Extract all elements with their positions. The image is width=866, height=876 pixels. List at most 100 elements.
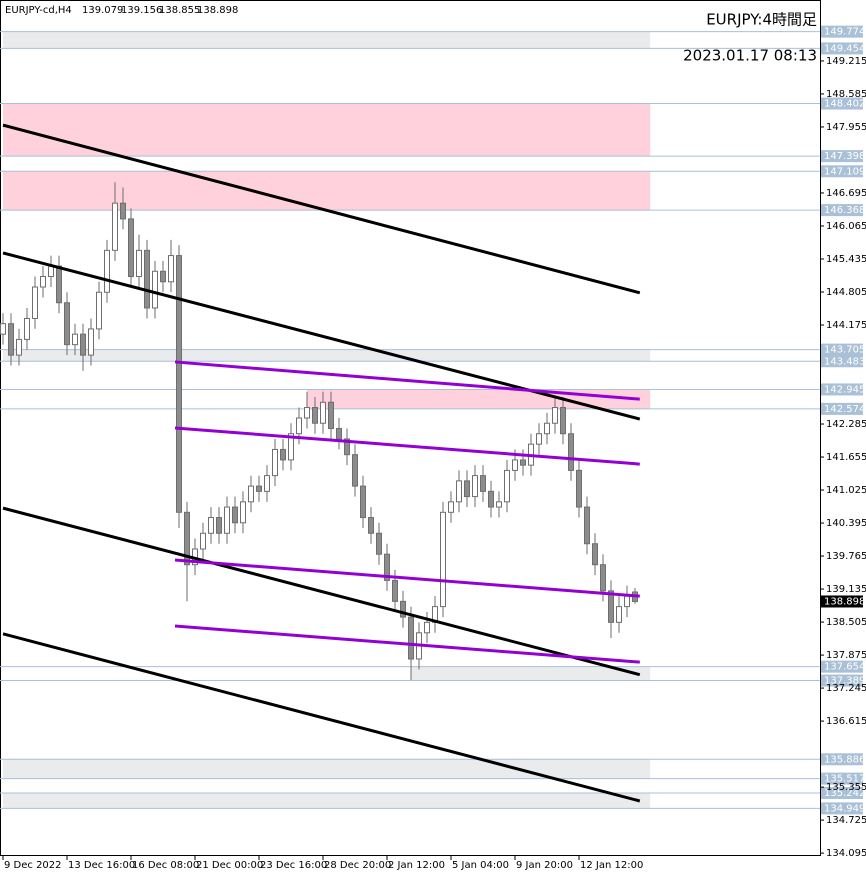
price-tag-label: 135.517 xyxy=(824,774,865,785)
candle-body xyxy=(408,616,414,660)
zone xyxy=(3,31,651,49)
zone xyxy=(307,389,651,409)
y-tick-label: 137.245 xyxy=(826,683,866,694)
trendline xyxy=(2,506,641,677)
candle-body xyxy=(552,407,558,424)
candle-body xyxy=(8,323,14,356)
y-tick-label: 139.135 xyxy=(826,584,866,595)
symbol: EURJPY-cd,H4 xyxy=(5,5,72,16)
candle-body xyxy=(520,459,526,466)
candle-body xyxy=(312,407,318,424)
y-tick-label: 144.805 xyxy=(826,287,866,298)
candle-body xyxy=(48,265,54,278)
candle-body xyxy=(272,448,278,477)
trendline xyxy=(2,632,641,803)
price-tag-label: 147.398 xyxy=(824,151,865,162)
price-tag xyxy=(821,42,863,55)
candle-body xyxy=(456,480,462,503)
current-price-label: 138.898 xyxy=(824,596,865,607)
trendline xyxy=(174,624,640,664)
candle-body xyxy=(160,270,166,283)
candle-body xyxy=(200,532,206,550)
y-tick-label: 134.095 xyxy=(826,848,866,859)
chart-title: EURJPY:4時間足 xyxy=(706,11,817,29)
last-high: 139.156 xyxy=(121,5,162,16)
candle-body xyxy=(144,249,150,309)
zone xyxy=(411,666,651,681)
candle-body xyxy=(296,417,302,435)
price-tag-label: 142.574 xyxy=(824,404,865,415)
candle-body xyxy=(448,501,454,513)
candle-body xyxy=(600,564,606,592)
y-tick-label: 137.875 xyxy=(826,650,866,661)
candle-body xyxy=(472,475,478,498)
price-tag xyxy=(821,355,863,368)
candle-body xyxy=(112,202,118,251)
y-tick-label: 147.955 xyxy=(826,122,866,133)
candle-body xyxy=(104,249,110,293)
candle-body xyxy=(120,202,126,220)
candle-body xyxy=(352,454,358,487)
candle-body xyxy=(512,459,518,471)
price-tag xyxy=(821,753,863,766)
price-tag-label: 137.654 xyxy=(824,662,865,673)
price-tag xyxy=(821,802,863,815)
y-tick-label: 141.655 xyxy=(826,452,866,463)
candle-body xyxy=(288,433,294,461)
y-tick-label: 140.395 xyxy=(826,518,866,529)
price-tag-label: 143.705 xyxy=(824,345,865,356)
x-tick-label: 9 Dec 2022 xyxy=(4,860,62,871)
candle-body xyxy=(544,422,550,435)
zone xyxy=(3,759,651,779)
candle-body xyxy=(584,506,590,545)
trendline xyxy=(174,558,640,598)
candle-body xyxy=(152,270,158,309)
candle-body xyxy=(424,621,430,634)
candle-body xyxy=(328,401,334,429)
x-tick-label: 16 Dec 08:00 xyxy=(132,860,199,871)
price-tag-label: 135.886 xyxy=(824,754,865,765)
x-tick-label: 5 Jan 04:00 xyxy=(452,860,509,871)
candle-body xyxy=(576,469,582,508)
candle-body xyxy=(280,448,286,461)
price-tag-label: 134.949 xyxy=(824,803,865,814)
price-tag-label: 135.242 xyxy=(824,788,865,799)
x-tick-label: 2 Jan 12:00 xyxy=(388,860,445,871)
y-tick-label: 144.175 xyxy=(826,320,866,331)
y-tick-label: 135.355 xyxy=(826,782,866,793)
price-tag xyxy=(821,383,863,396)
candle-body xyxy=(624,595,630,608)
candle-body xyxy=(496,501,502,508)
x-tick-label: 13 Dec 16:00 xyxy=(68,860,135,871)
candle-body xyxy=(480,475,486,492)
price-tag xyxy=(821,343,863,356)
price-tag-label: 149.454 xyxy=(824,43,865,54)
candle-body xyxy=(440,511,446,608)
y-tick-label: 138.505 xyxy=(826,617,866,628)
price-tag-label: 146.368 xyxy=(824,205,865,216)
candle-body xyxy=(488,490,494,508)
timestamp: 2023.01.17 08:13 xyxy=(683,47,817,65)
price-tag xyxy=(821,660,863,673)
price-tag-label: 143.483 xyxy=(824,356,865,367)
price-tag-label: 149.774 xyxy=(824,27,865,38)
y-tick-label: 148.585 xyxy=(826,89,866,100)
candle-body xyxy=(80,333,86,356)
x-tick-label: 9 Jan 20:00 xyxy=(516,860,573,871)
candle-body xyxy=(88,328,94,356)
y-tick-label: 145.435 xyxy=(826,254,866,265)
candle-body xyxy=(0,323,6,335)
x-tick-label: 28 Dec 20:00 xyxy=(324,860,391,871)
candle-body xyxy=(168,255,174,283)
current-price-tag xyxy=(821,595,863,608)
candle-body xyxy=(360,485,366,519)
candle-body xyxy=(176,255,182,513)
candle-body xyxy=(136,249,142,278)
last-low: 138.855 xyxy=(159,5,200,16)
trendline xyxy=(174,360,640,401)
candle-body xyxy=(264,475,270,492)
candle-body xyxy=(224,506,230,534)
candle-body xyxy=(64,302,70,346)
last-open: 139.079 xyxy=(82,5,123,16)
last-close: 138.898 xyxy=(197,5,238,16)
